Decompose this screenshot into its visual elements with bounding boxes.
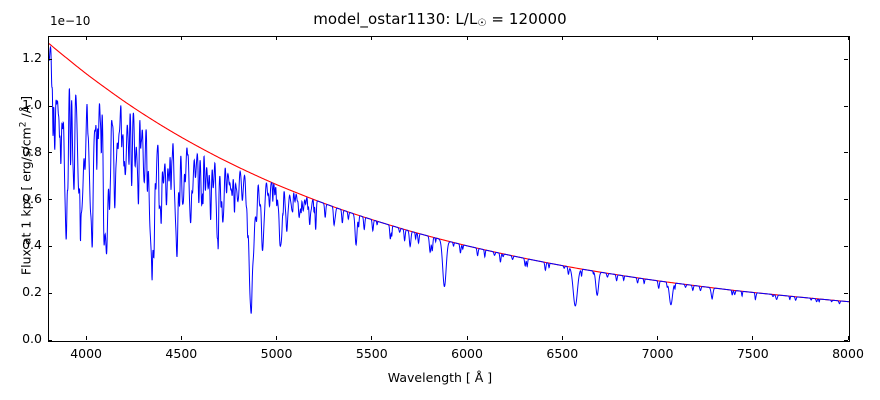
plot-title: model_ostar1130: L/L☉ = 120000	[0, 10, 880, 29]
y-tick-label: 0.2	[22, 284, 42, 300]
x-tick-mark-top	[180, 36, 182, 40]
x-tick-mark-top	[561, 36, 563, 40]
plot-title-main: model_ostar1130: L/L	[313, 10, 478, 28]
y-tick-mark-right	[844, 199, 848, 201]
x-tick-mark	[561, 336, 563, 340]
plot-axes-frame	[48, 36, 850, 342]
x-tick-mark	[371, 336, 373, 340]
x-tick-mark-top	[371, 36, 373, 40]
y-tick-mark-right	[844, 105, 848, 107]
y-tick-mark-right	[844, 245, 848, 247]
x-tick-label: 5000	[260, 346, 293, 361]
continuum-curve	[49, 43, 849, 303]
x-tick-mark	[180, 336, 182, 340]
y-tick-label: 0.8	[22, 143, 42, 159]
y-axis-label-post: /Å ]	[18, 95, 34, 122]
y-tick-mark	[48, 339, 52, 341]
y-tick-mark-right	[844, 339, 848, 341]
y-tick-mark-right	[844, 58, 848, 60]
y-axis-offset-label: 1e−10	[50, 14, 91, 28]
y-tick-label: 0.4	[22, 237, 42, 253]
x-tick-label: 5500	[355, 346, 388, 361]
x-tick-mark-top	[752, 36, 754, 40]
y-axis-label: Flux at 1 kpc [ erg/s/cm2 /Å ]	[19, 26, 34, 346]
model-spectrum-curve	[49, 45, 849, 314]
y-tick-mark-right	[844, 292, 848, 294]
x-tick-mark	[752, 336, 754, 340]
x-tick-mark	[85, 336, 87, 340]
x-axis-label: Wavelength [ Å ]	[387, 370, 493, 385]
x-tick-mark	[847, 336, 849, 340]
x-tick-label: 4500	[165, 346, 198, 361]
y-tick-mark-right	[844, 152, 848, 154]
solar-symbol: ☉	[477, 18, 487, 29]
y-tick-mark	[48, 245, 52, 247]
x-tick-mark-top	[466, 36, 468, 40]
x-tick-label: 6500	[546, 346, 579, 361]
y-tick-label: 0.0	[22, 331, 42, 346]
x-tick-mark	[276, 336, 278, 340]
x-tick-mark-top	[276, 36, 278, 40]
x-tick-label: 7500	[736, 346, 769, 361]
y-tick-mark	[48, 292, 52, 294]
x-tick-label: 4000	[70, 346, 102, 361]
x-tick-mark	[466, 336, 468, 340]
x-tick-mark-top	[847, 36, 849, 40]
y-tick-mark	[48, 105, 52, 107]
y-tick-mark	[48, 152, 52, 154]
plot-title-value: = 120000	[486, 10, 567, 28]
x-tick-label: 8000	[832, 346, 864, 361]
y-axis-label-pre: Flux at 1 kpc [ erg/s/cm	[18, 127, 34, 276]
x-tick-label: 7000	[641, 346, 674, 361]
y-tick-label: 0.6	[22, 190, 42, 206]
x-tick-label: 6000	[451, 346, 483, 361]
x-tick-mark-top	[85, 36, 87, 40]
y-tick-label: 1.2	[22, 50, 42, 66]
y-tick-mark	[48, 58, 52, 60]
x-tick-mark	[657, 336, 659, 340]
y-axis-label-exponent: 2	[18, 121, 29, 128]
spectrum-plot	[49, 43, 849, 314]
y-tick-label: 1.0	[22, 97, 42, 113]
y-tick-mark	[48, 199, 52, 201]
x-tick-mark-top	[657, 36, 659, 40]
